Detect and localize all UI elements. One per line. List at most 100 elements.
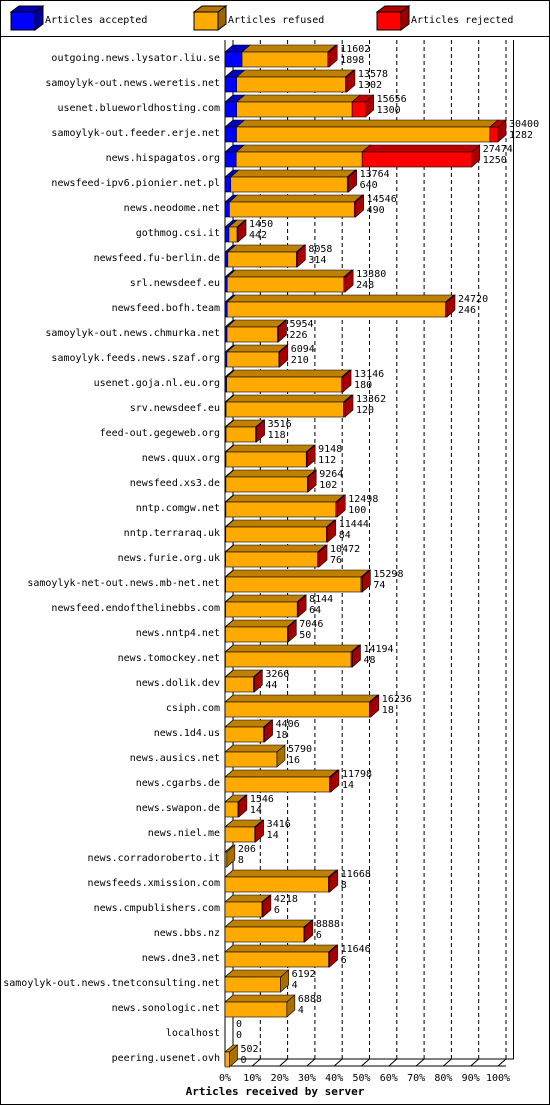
bar-top [225, 444, 316, 453]
accepted-label: 44 [265, 680, 277, 691]
y-tick-label: samoylyk-out.news.weretis.net [45, 78, 220, 89]
total-label: 3266 [265, 669, 289, 680]
total-label: 14546 [367, 194, 397, 205]
bar-top [224, 594, 307, 603]
legend-swatch [376, 11, 402, 31]
bar-side [255, 819, 264, 843]
bar-segment [224, 51, 243, 68]
total-label: 5954 [289, 319, 313, 330]
y-tick-label: nntp.comgw.net [136, 503, 220, 514]
total-label: 8058 [308, 244, 332, 255]
bar-side [276, 744, 286, 768]
x-tick-label: 20% [271, 1073, 289, 1084]
bar-segment [225, 576, 362, 593]
accepted-label: 1250 [483, 155, 507, 166]
bar-segment [236, 76, 346, 93]
total-label: 11444 [339, 519, 369, 530]
total-label: 1546 [250, 794, 274, 805]
bar-segment [226, 376, 343, 393]
total-label: 13578 [358, 69, 388, 80]
total-label: 3416 [267, 819, 291, 830]
x-tick [388, 1058, 398, 1067]
bar-segment [224, 151, 237, 168]
x-tick [443, 1058, 452, 1067]
y-tick-label: samoylyk-out.feeder.erje.net [51, 128, 220, 139]
bar-top [224, 694, 379, 703]
x-tick-label: 60% [380, 1073, 398, 1084]
legend-label: Articles refused [228, 15, 324, 26]
accepted-label: 48 [363, 655, 375, 666]
x-tick-label: 40% [325, 1073, 343, 1084]
total-label: 11646 [341, 944, 371, 955]
accepted-label: 16 [288, 755, 300, 766]
bar-side [279, 344, 289, 368]
y-tick-label: newsfeed.xs3.de [130, 478, 220, 489]
bar-side [330, 769, 340, 793]
x-tick-label: 90% [462, 1073, 480, 1084]
bar-side [297, 594, 307, 618]
legend-label: Articles accepted [45, 15, 147, 26]
bar-top [224, 769, 339, 778]
bar-side [264, 719, 273, 743]
accepted-label: 14 [250, 805, 262, 816]
y-tick-label: peering.usenet.ovh [112, 1053, 220, 1064]
accepted-label: 112 [318, 455, 336, 466]
accepted-label: 0 [236, 1030, 242, 1041]
total-label: 3516 [268, 419, 292, 430]
accepted-label: 118 [268, 430, 286, 441]
x-tick-label: 100% [486, 1073, 510, 1084]
bar-side [226, 844, 236, 868]
accepted-label: 18 [276, 730, 288, 741]
accepted-label: 1302 [358, 80, 382, 91]
bar-side [336, 494, 346, 518]
y-tick-label: srl.newsdeef.eu [130, 278, 220, 289]
bar-side [355, 194, 364, 218]
x-tick-label: 10% [243, 1073, 261, 1084]
bar-segment [235, 151, 363, 168]
accepted-label: 84 [339, 530, 351, 541]
accepted-label: 64 [309, 605, 321, 616]
total-label: 8144 [309, 594, 333, 605]
bar-segment [224, 126, 237, 143]
total-label: 16236 [382, 694, 412, 705]
total-label: 11798 [342, 769, 372, 780]
bar-side [306, 444, 316, 468]
bar-side [328, 44, 338, 68]
y-tick-label: news.dolik.dev [136, 678, 220, 689]
y-tick-label: usenet.blueworldhosting.com [57, 103, 220, 114]
accepted-label: 490 [367, 205, 385, 216]
bar-top [225, 394, 353, 403]
bar-segment [226, 276, 345, 293]
bar-segment [236, 101, 353, 118]
bar-side [304, 919, 314, 943]
y-tick-label: news.dne3.net [142, 953, 220, 964]
total-label: 12498 [348, 494, 378, 505]
accepted-label: 14 [342, 780, 354, 791]
bar-side [287, 619, 297, 643]
accepted-label: 180 [354, 380, 372, 391]
total-label: 0 [236, 1019, 242, 1030]
accepted-label: 14 [267, 830, 279, 841]
bar-segment [351, 101, 366, 118]
total-label: 8888 [316, 919, 340, 930]
bar-segment [224, 876, 329, 893]
bar-side [278, 319, 287, 343]
bar-segment [224, 976, 281, 993]
bar-side [229, 1044, 238, 1068]
bar-segment [224, 701, 370, 718]
bar-top [225, 494, 345, 503]
bar-segment [226, 351, 280, 368]
accepted-label: 120 [356, 405, 374, 416]
accepted-label: 640 [360, 180, 378, 191]
bar-segment [224, 201, 230, 218]
bar-side [256, 419, 265, 443]
y-tick-label: feed-out.gegeweb.org [100, 428, 220, 439]
bar-top [228, 194, 364, 203]
y-tick-label: localhost [166, 1028, 220, 1039]
y-tick-label: news.niel.me [148, 828, 220, 839]
bar-top [224, 644, 360, 653]
y-tick-label: samoylyk-out.news.chmurka.net [45, 328, 220, 339]
bar-side [297, 244, 306, 268]
y-tick-label: news.sonologic.net [112, 1003, 220, 1014]
bar-side [344, 394, 354, 418]
